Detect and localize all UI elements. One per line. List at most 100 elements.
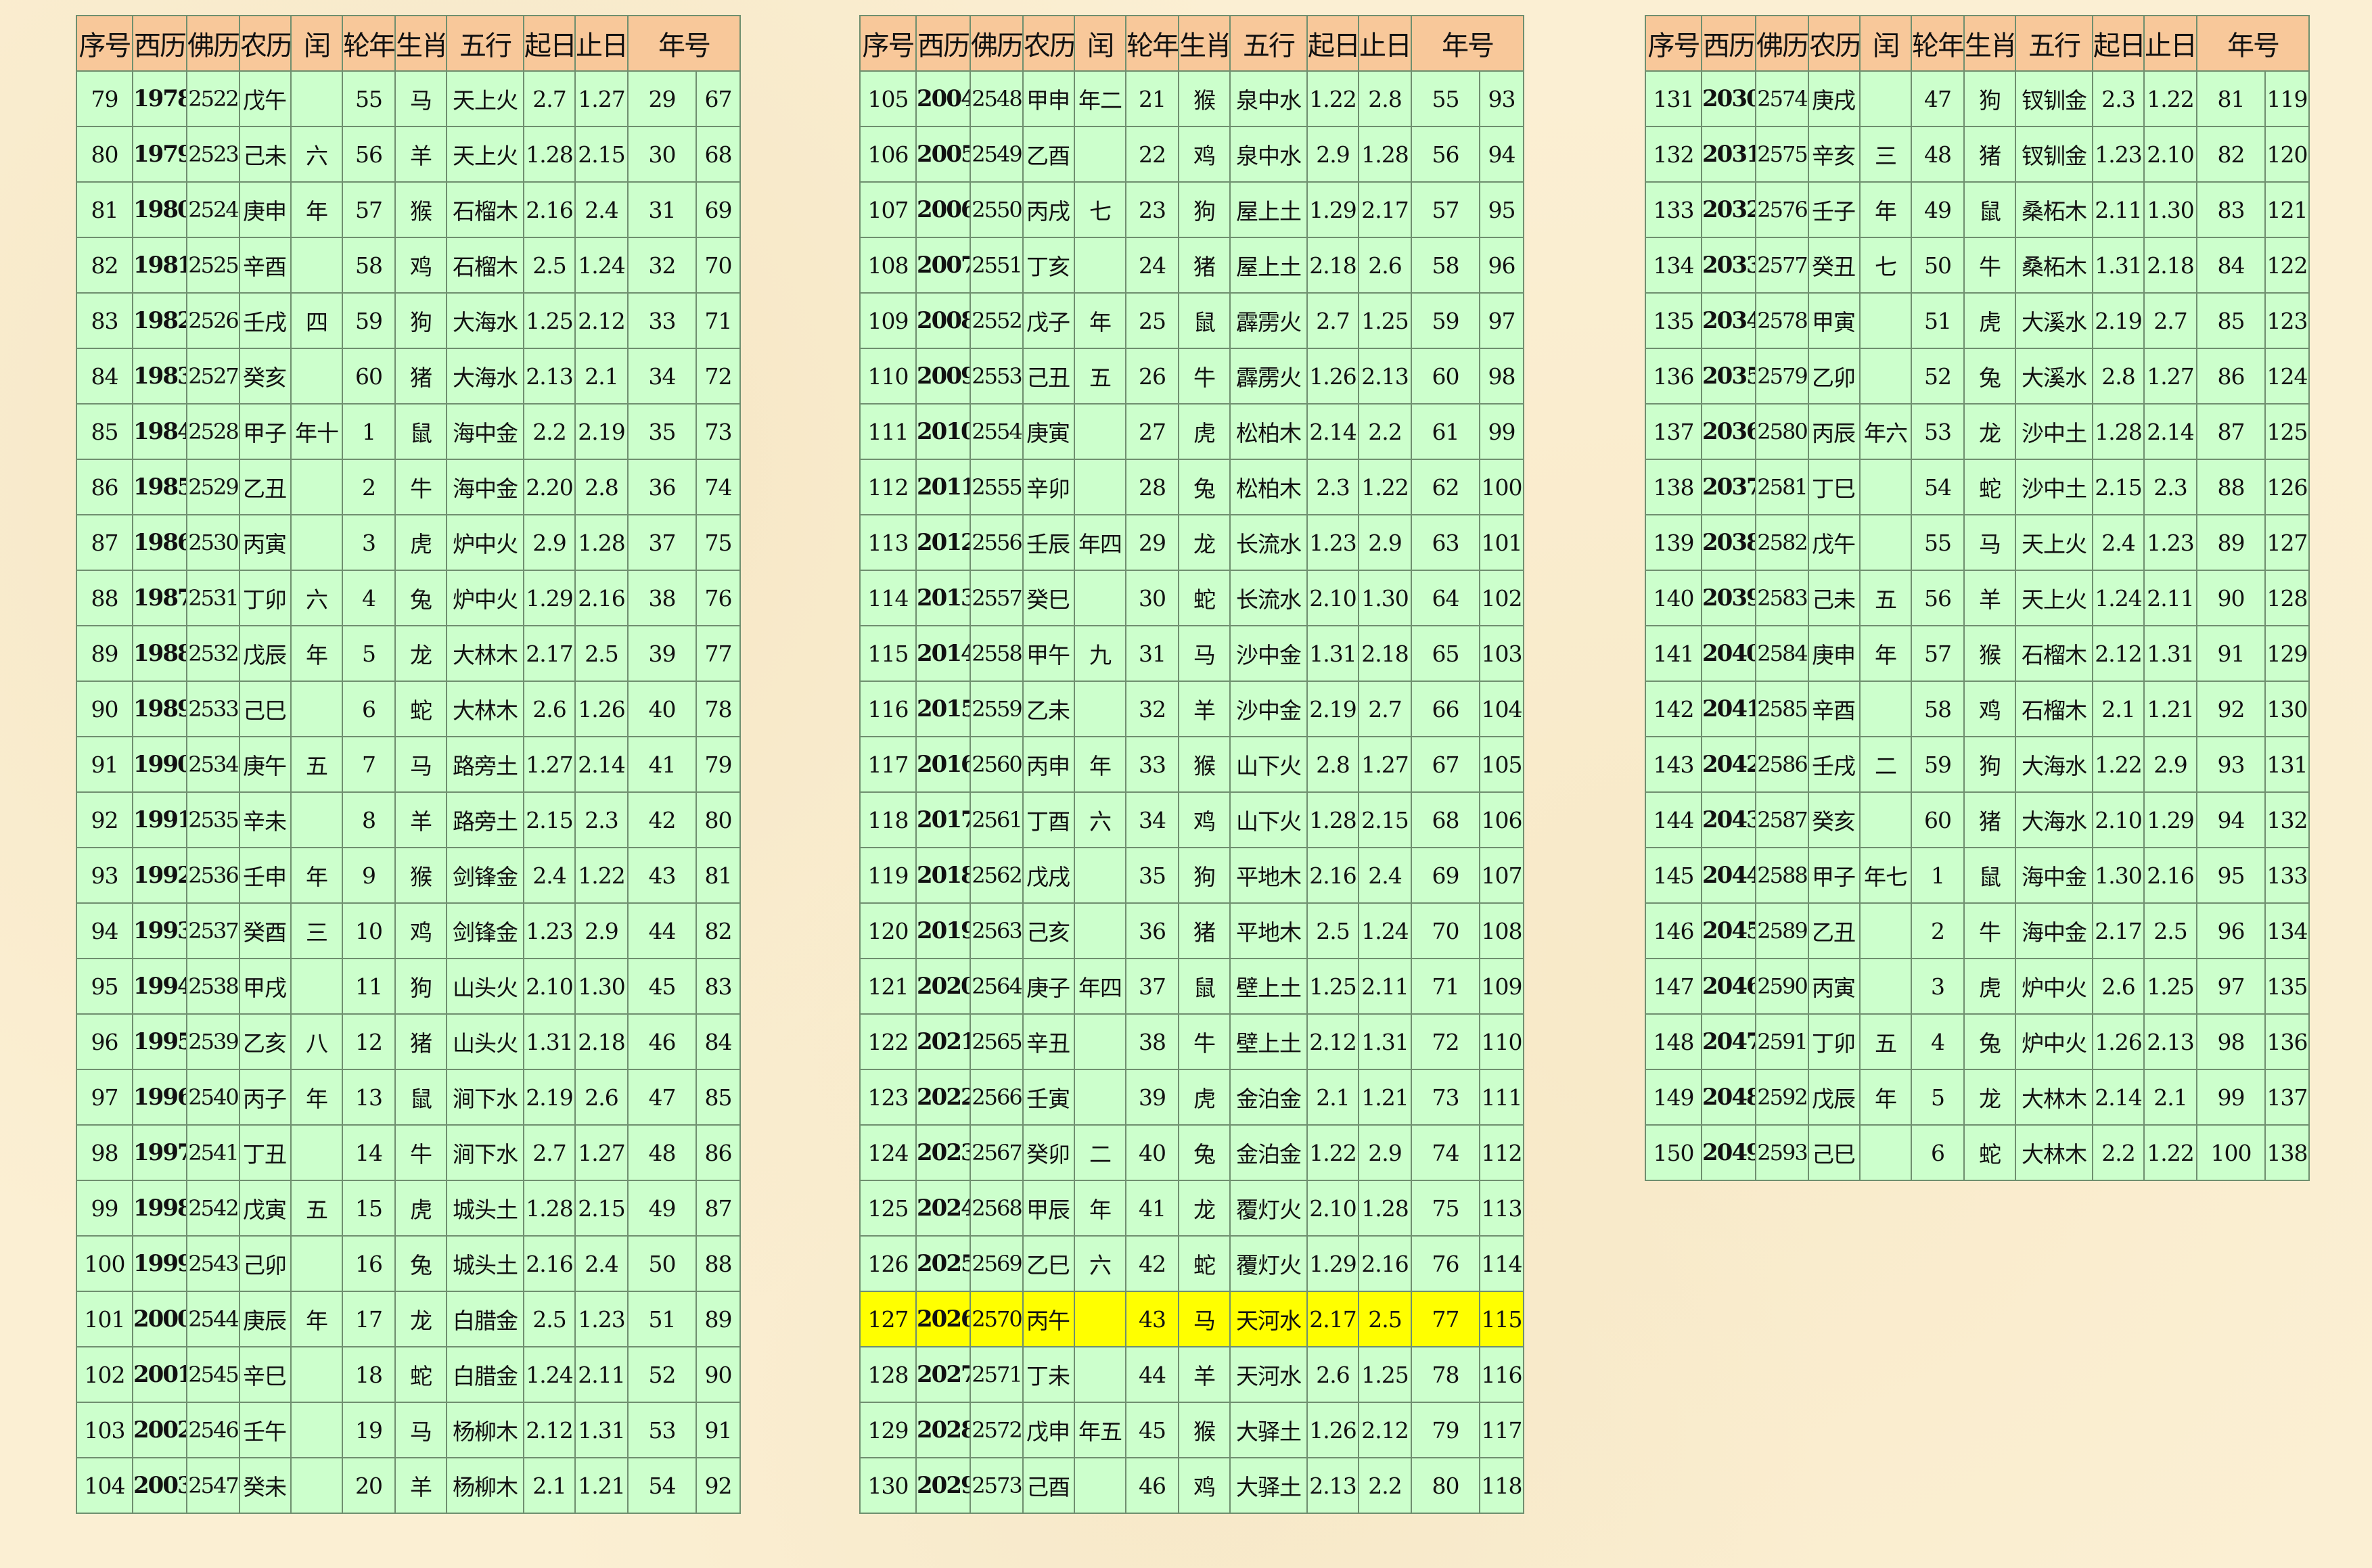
table-row: 149 2048 2592 戊辰年 5 龙大林木 2.14 2.1 99 137 bbox=[1645, 1069, 2310, 1126]
cell-lunar-year: 壬寅 bbox=[1022, 1069, 1075, 1126]
header-cell: 序号 bbox=[859, 15, 917, 72]
cell-era-year-b: 136 bbox=[2264, 1013, 2310, 1070]
table-row: 145 2044 2588 甲子 年七 1 鼠海中金 1.30 2.16 95 133 bbox=[1645, 847, 2310, 904]
cell-zodiac: 虎 bbox=[394, 514, 447, 571]
cell-end-date: 2.13 bbox=[2143, 1013, 2197, 1070]
cell-leap-month: 六 bbox=[1074, 791, 1126, 848]
cell-zodiac: 猴 bbox=[1178, 1402, 1231, 1458]
table-row: 126 2025 2569 乙巳六 42 蛇覆灯火 1.29 2.16 76 114 bbox=[859, 1235, 1524, 1292]
table-row: 139 2038 2582 戊午 55 马天上火 2.4 1.23 89 127 bbox=[1645, 514, 2310, 571]
cell-gregorian-year: 2035 bbox=[1701, 348, 1756, 405]
cell-zodiac: 龙 bbox=[1963, 403, 2016, 460]
cell-lunar-year: 庚辰 bbox=[239, 1291, 292, 1347]
cell-start-date: 2.16 bbox=[1306, 847, 1359, 904]
cell-cycle-year: 51 bbox=[1911, 292, 1965, 349]
cell-end-date: 2.13 bbox=[1358, 348, 1412, 405]
cell-era-year-a: 34 bbox=[627, 348, 697, 405]
cell-zodiac: 马 bbox=[394, 1402, 447, 1458]
header-cell: 序号 bbox=[1645, 15, 1702, 72]
cell-cycle-year: 57 bbox=[1911, 625, 1965, 682]
cell-gregorian-year: 1981 bbox=[132, 237, 187, 294]
cell-leap-month: 年五 bbox=[1074, 1402, 1126, 1458]
cell-era-year-b: 69 bbox=[695, 181, 741, 238]
cell-era-year-b: 118 bbox=[1479, 1457, 1524, 1514]
cell-start-date: 1.28 bbox=[523, 126, 576, 183]
cell-end-date: 2.3 bbox=[574, 791, 629, 848]
cell-era-year-b: 70 bbox=[695, 237, 741, 294]
cell-zodiac: 猪 bbox=[394, 1013, 447, 1070]
cell-gregorian-year: 2041 bbox=[1701, 681, 1756, 737]
header-cell: 止日 bbox=[1358, 15, 1412, 72]
cell-lunar-year: 己未 bbox=[239, 126, 292, 183]
cell-end-date: 2.9 bbox=[2143, 736, 2197, 793]
cell-leap-month bbox=[290, 958, 343, 1015]
cell-leap-month: 年七 bbox=[1859, 847, 1912, 904]
cell-lunar-year: 丁巳 bbox=[1808, 459, 1861, 515]
cell-five-elements: 大海水 bbox=[2015, 791, 2093, 848]
cell-buddhist-year: 2561 bbox=[970, 791, 1024, 848]
cell-zodiac: 蛇 bbox=[1178, 570, 1231, 626]
cell-lunar-year: 戊子 bbox=[1022, 292, 1075, 349]
cell-cycle-year: 9 bbox=[342, 847, 396, 904]
cell-lunar-year: 壬午 bbox=[239, 1402, 292, 1458]
cell-cycle-year: 58 bbox=[1911, 681, 1965, 737]
cell-era-year-a: 43 bbox=[627, 847, 697, 904]
cell-end-date: 2.17 bbox=[1358, 181, 1412, 238]
cell-era-year-b: 84 bbox=[695, 1013, 741, 1070]
cell-cycle-year: 13 bbox=[342, 1069, 396, 1126]
cell-leap-month: 年 bbox=[1074, 292, 1126, 349]
table-row: 102 2001 2545 辛巳 18 蛇白腊金 1.24 2.11 52 90 bbox=[76, 1346, 741, 1403]
cell-era-year-b: 83 bbox=[695, 958, 741, 1015]
cell-end-date: 2.11 bbox=[1358, 958, 1412, 1015]
cell-end-date: 1.25 bbox=[2143, 958, 2197, 1015]
cell-start-date: 1.22 bbox=[2092, 736, 2145, 793]
cell-five-elements: 沙中金 bbox=[1229, 625, 1308, 682]
cell-gregorian-year: 2021 bbox=[915, 1013, 971, 1070]
cell-gregorian-year: 2047 bbox=[1701, 1013, 1756, 1070]
cell-cycle-year: 22 bbox=[1125, 126, 1179, 183]
cell-buddhist-year: 2541 bbox=[186, 1124, 240, 1181]
cell-lunar-year: 丁卯 bbox=[239, 570, 292, 626]
cell-zodiac: 猴 bbox=[1178, 70, 1231, 127]
cell-seq: 138 bbox=[1645, 459, 1702, 515]
cell-zodiac: 牛 bbox=[1963, 237, 2016, 294]
cell-lunar-year: 乙未 bbox=[1022, 681, 1075, 737]
cell-zodiac: 鼠 bbox=[1178, 292, 1231, 349]
cell-lunar-year: 戊辰 bbox=[239, 625, 292, 682]
cell-leap-month: 二 bbox=[1074, 1124, 1126, 1181]
cell-gregorian-year: 1997 bbox=[132, 1124, 187, 1181]
cell-buddhist-year: 2543 bbox=[186, 1235, 240, 1292]
cell-gregorian-year: 2044 bbox=[1701, 847, 1756, 904]
cell-five-elements: 炉中火 bbox=[2015, 1013, 2093, 1070]
cell-end-date: 2.2 bbox=[1358, 1457, 1412, 1514]
table-row: 130 2029 2573 己酉 46 鸡大驿土 2.13 2.2 80 118 bbox=[859, 1457, 1524, 1514]
cell-end-date: 2.5 bbox=[1358, 1291, 1412, 1347]
cell-leap-month: 年 bbox=[1859, 181, 1912, 238]
cell-cycle-year: 37 bbox=[1125, 958, 1179, 1015]
header-cell: 轮年 bbox=[342, 15, 396, 72]
table-row: 92 1991 2535 辛未 8 羊路旁土 2.15 2.3 42 80 bbox=[76, 791, 741, 848]
cell-era-year-a: 89 bbox=[2196, 514, 2266, 571]
cell-cycle-year: 39 bbox=[1125, 1069, 1179, 1126]
cell-end-date: 1.27 bbox=[574, 70, 629, 127]
cell-leap-month bbox=[1074, 1346, 1126, 1403]
cell-zodiac: 蛇 bbox=[394, 681, 447, 737]
cell-gregorian-year: 1993 bbox=[132, 902, 187, 959]
cell-leap-month bbox=[1859, 70, 1912, 127]
cell-leap-month: 三 bbox=[1859, 126, 1912, 183]
table-row: 113 2012 2556 壬辰 年四 29 龙长流水 1.23 2.9 63 101 bbox=[859, 514, 1524, 571]
cell-lunar-year: 癸酉 bbox=[239, 902, 292, 959]
cell-era-year-b: 122 bbox=[2264, 237, 2310, 294]
cell-zodiac: 蛇 bbox=[1963, 1124, 2016, 1181]
table-row: 81 1980 2524 庚申年 57 猴石榴木 2.16 2.4 31 69 bbox=[76, 181, 741, 238]
cell-cycle-year: 29 bbox=[1125, 514, 1179, 571]
cell-end-date: 1.21 bbox=[1358, 1069, 1412, 1126]
cell-lunar-year: 辛巳 bbox=[239, 1346, 292, 1403]
cell-cycle-year: 35 bbox=[1125, 847, 1179, 904]
cell-gregorian-year: 1995 bbox=[132, 1013, 187, 1070]
cell-zodiac: 羊 bbox=[394, 1457, 447, 1514]
cell-start-date: 2.14 bbox=[1306, 403, 1359, 460]
cell-era-year-a: 47 bbox=[627, 1069, 697, 1126]
header-cell: 农历 bbox=[239, 15, 292, 72]
header-cell: 轮年 bbox=[1911, 15, 1965, 72]
